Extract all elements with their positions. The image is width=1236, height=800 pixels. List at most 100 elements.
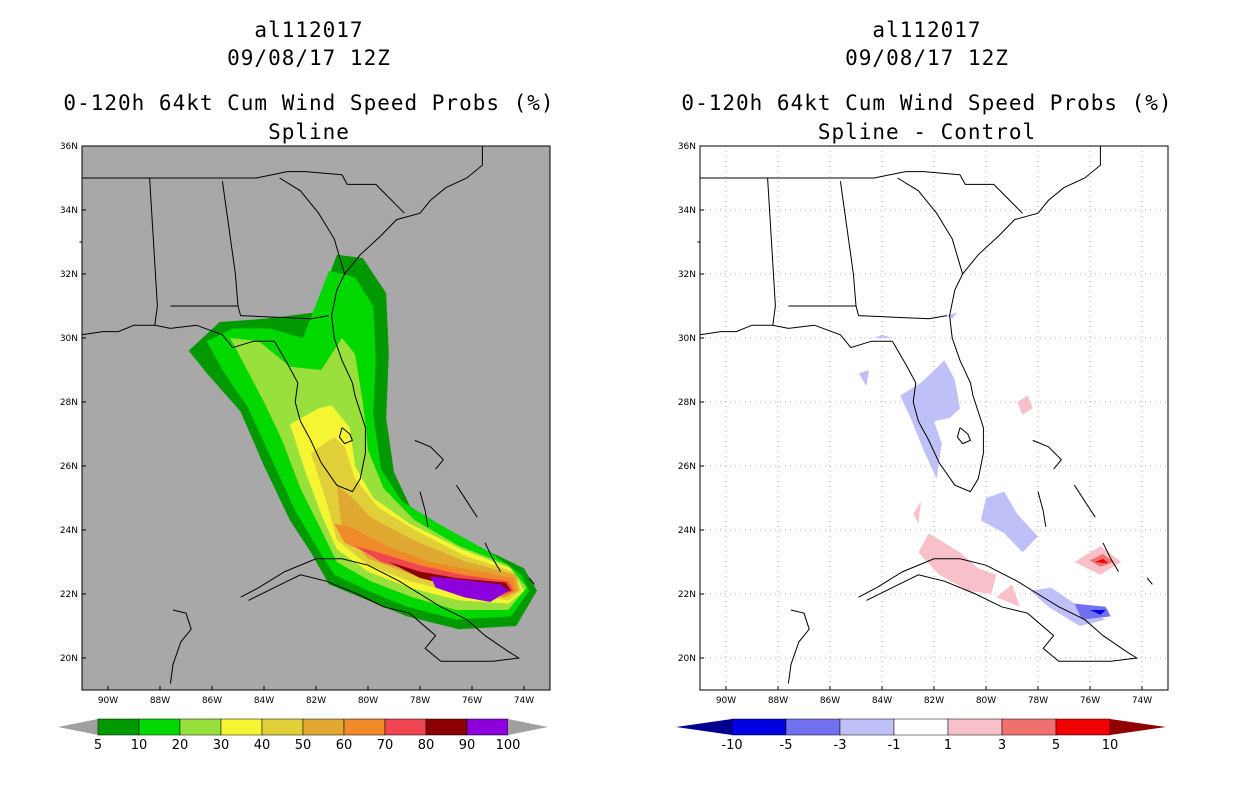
- coastline: [169, 609, 192, 684]
- coastline: [1073, 484, 1096, 518]
- left-map: 36N 34N 32N 30N 28N 26N 24N 22N 20N 90W 88W 86W 84W 8…: [58, 142, 551, 753]
- coastline: [959, 174, 1023, 214]
- coastline: [1102, 542, 1120, 572]
- coastline: [1146, 577, 1153, 585]
- difference-contour: [918, 533, 997, 594]
- lon-tick-label: 78W: [410, 696, 430, 706]
- lat-tick-label: 20N: [678, 654, 696, 664]
- coastline: [149, 177, 158, 326]
- colorbar-label: 50: [295, 738, 312, 753]
- colorbar: -10 -5 -3 -1 1 3 5 10: [676, 718, 1166, 753]
- colorbar-swatch: [97, 718, 140, 736]
- coastline: [419, 491, 429, 527]
- lake-outline: [956, 427, 972, 445]
- lat-tick-label: 26N: [678, 462, 696, 472]
- coastline: [699, 146, 1101, 493]
- lon-tick-label: 82W: [306, 696, 326, 706]
- colorbar-swatch: [893, 718, 949, 736]
- coastline: [221, 181, 239, 307]
- coastline: [279, 177, 346, 275]
- colorbar-label: -10: [721, 738, 742, 753]
- colorbar-label: -1: [888, 738, 901, 753]
- lon-tick-label: 82W: [924, 696, 944, 706]
- lon-tick-label: 78W: [1028, 696, 1048, 706]
- probability-contour: [336, 485, 519, 598]
- colorbar-end-high: [508, 719, 548, 735]
- lat-tick-label: 20N: [60, 654, 78, 664]
- colorbar-swatch: [839, 718, 895, 736]
- colorbar-label: 10: [1102, 738, 1119, 753]
- lat-tick-label: 26N: [60, 462, 78, 472]
- colorbar-swatch: [1001, 718, 1057, 736]
- left-panel: al112017 09/08/17 12Z 0-120h 64kt Cum Wi…: [58, 18, 555, 753]
- coastline: [170, 305, 330, 320]
- lon-tick-label: 76W: [1080, 696, 1100, 706]
- colorbar-label: 3: [998, 738, 1006, 753]
- lon-tick-label: 84W: [872, 696, 892, 706]
- colorbar-swatch: [1055, 718, 1111, 736]
- coastline: [528, 577, 535, 585]
- coastline: [1032, 439, 1063, 470]
- lake-outline: [338, 427, 354, 445]
- coastline: [788, 305, 948, 320]
- difference-contour: [1090, 610, 1106, 615]
- right-map: 36N 34N 32N 30N 28N 26N 24N 22N 20N 90W 88W 86W 84W 8…: [676, 142, 1169, 753]
- colorbar-swatch: [220, 718, 263, 736]
- coastlines: [79, 146, 535, 684]
- colorbar-label: -3: [834, 738, 847, 753]
- lat-tick-label: 24N: [678, 526, 696, 536]
- chart-title: 0-120h 64kt Cum Wind Speed Probs (%): [63, 91, 555, 115]
- lon-tick-label: 80W: [976, 696, 996, 706]
- colorbar-swatch: [138, 718, 181, 736]
- colorbar-label: 1: [944, 738, 952, 753]
- colorbar-swatch: [466, 718, 509, 736]
- storm-id: al112017: [254, 18, 364, 42]
- coastline: [414, 439, 445, 470]
- lat-tick-label: 32N: [60, 270, 78, 280]
- difference-contour: [1095, 558, 1109, 564]
- colorbar-swatch: [947, 718, 1003, 736]
- coastline: [240, 558, 521, 662]
- lat-lon-grid: [700, 145, 1168, 690]
- colorbar-label: -5: [780, 738, 793, 753]
- colorbar-label: 10: [131, 738, 148, 753]
- colorbar-swatch: [425, 718, 468, 736]
- lat-tick-label: 34N: [678, 206, 696, 216]
- lon-tick-label: 88W: [768, 696, 788, 706]
- lon-tick-label: 76W: [462, 696, 482, 706]
- right-panel: al112017 09/08/17 12Z 0-120h 64kt Cum Wi…: [618, 0, 1236, 800]
- coastlines: [697, 146, 1153, 684]
- difference-contour: [980, 491, 1038, 553]
- probability-contour: [310, 437, 522, 601]
- coastline: [341, 174, 405, 214]
- coastline: [767, 177, 776, 326]
- colorbar-swatch: [343, 718, 386, 736]
- coastline: [455, 484, 478, 518]
- lat-tick-label: 22N: [60, 590, 78, 600]
- difference-contour: [1074, 603, 1111, 620]
- lat-tick-label: 24N: [60, 526, 78, 536]
- difference-contour: [874, 334, 893, 338]
- colorbar-label: 5: [94, 738, 102, 753]
- lon-tick-label: 90W: [98, 696, 118, 706]
- lat-tick-label: 36N: [60, 142, 78, 152]
- probability-contour: [230, 338, 527, 610]
- lon-tick-label: 90W: [716, 696, 736, 706]
- difference-contour: [996, 584, 1020, 607]
- coastline: [82, 171, 343, 179]
- chart-subtitle: Spline: [268, 120, 350, 144]
- colorbar-label: 70: [377, 738, 394, 753]
- chart-subtitle: Spline - Control: [817, 120, 1037, 144]
- lon-tick-label: 74W: [514, 696, 534, 706]
- lat-tick-label: 36N: [678, 142, 696, 152]
- colorbar-end-low: [58, 719, 98, 735]
- colorbar-label: 40: [254, 738, 271, 753]
- lat-tick-label: 34N: [60, 206, 78, 216]
- colorbar-swatch: [785, 718, 841, 736]
- colorbar-label: 20: [172, 738, 189, 753]
- colorbar-label: 80: [418, 738, 435, 753]
- lat-tick-label: 28N: [678, 398, 696, 408]
- lon-tick-label: 86W: [820, 696, 840, 706]
- lon-tick-label: 88W: [150, 696, 170, 706]
- lat-tick-label: 28N: [60, 398, 78, 408]
